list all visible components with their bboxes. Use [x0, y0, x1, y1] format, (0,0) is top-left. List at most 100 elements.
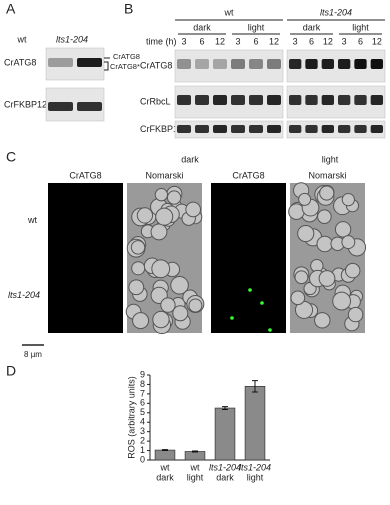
y-tick-label: 5	[140, 407, 145, 417]
label: 6	[253, 36, 258, 46]
label: 3	[293, 36, 298, 46]
band	[338, 125, 351, 133]
x-tick-label: wt	[190, 462, 200, 472]
band	[249, 95, 263, 105]
cell	[297, 224, 315, 243]
cell	[332, 291, 352, 311]
label: 6	[358, 36, 363, 46]
y-tick-label: 0	[140, 454, 145, 464]
error-bar	[252, 380, 258, 393]
label: 8 µm	[24, 350, 42, 359]
band	[338, 59, 351, 69]
band	[267, 125, 281, 133]
error-bar	[162, 449, 168, 452]
band	[48, 58, 73, 67]
micrograph	[48, 258, 123, 333]
label: CrFKBP12	[4, 99, 47, 109]
label: 6	[309, 36, 314, 46]
label: wt	[27, 215, 37, 225]
band	[370, 125, 383, 133]
cell	[294, 270, 309, 285]
band	[354, 125, 367, 133]
error-bar	[192, 450, 198, 453]
cell	[317, 209, 332, 224]
x-tick-label: light	[247, 472, 264, 482]
label: dark	[181, 154, 199, 164]
label: 6	[199, 36, 204, 46]
panel-label: B	[124, 1, 133, 17]
micrograph	[211, 258, 286, 333]
band	[289, 125, 302, 133]
band	[48, 102, 73, 111]
cell	[314, 312, 331, 329]
bracket	[104, 61, 109, 71]
label: light	[352, 22, 369, 32]
label: Nomarski	[308, 170, 346, 180]
bar	[244, 385, 266, 461]
y-tick-label: 6	[140, 398, 145, 408]
x-tick-label: light	[187, 472, 204, 482]
band	[289, 95, 302, 105]
y-tick-label: 9	[140, 369, 145, 379]
blot	[286, 120, 386, 139]
micrograph	[48, 183, 123, 258]
label: time (h)	[146, 36, 177, 46]
cell	[152, 310, 170, 329]
band	[231, 125, 245, 133]
label: CrATG8	[4, 57, 36, 67]
cell	[170, 275, 189, 295]
cell	[185, 201, 201, 218]
x-tick-label: lts1-204	[239, 462, 271, 472]
label: light	[248, 22, 265, 32]
x-tick-label: dark	[216, 472, 234, 482]
cell	[188, 298, 203, 313]
band	[177, 59, 191, 69]
cell	[172, 305, 189, 322]
label: Nomarski	[145, 170, 183, 180]
signal	[230, 316, 234, 320]
band	[231, 59, 245, 69]
x-tick-label: wt	[160, 462, 170, 472]
band	[195, 125, 209, 133]
label: 3	[235, 36, 240, 46]
cell	[344, 262, 361, 279]
label: 12	[215, 36, 225, 46]
cell	[318, 270, 336, 287]
band	[213, 59, 227, 69]
cell	[166, 190, 182, 205]
cell	[150, 223, 168, 241]
label: CrATG8	[113, 52, 140, 61]
band	[195, 59, 209, 69]
band	[305, 95, 318, 105]
signal	[268, 328, 272, 332]
cell	[128, 279, 145, 296]
panel-label: A	[6, 1, 16, 17]
label: CrRbcL	[140, 96, 171, 106]
band	[249, 59, 263, 69]
band	[267, 59, 281, 69]
cell	[316, 235, 334, 253]
label: lts1-204	[8, 290, 40, 300]
signal	[260, 301, 264, 305]
cell	[131, 261, 146, 276]
band	[77, 58, 102, 67]
cell	[160, 297, 176, 313]
band	[77, 102, 102, 111]
cell	[155, 207, 174, 226]
error-bar	[222, 406, 228, 410]
band	[305, 125, 318, 133]
y-tick-label: 4	[140, 417, 145, 427]
band	[289, 59, 302, 69]
x-tick-label: dark	[156, 472, 174, 482]
cell	[341, 235, 356, 250]
band	[354, 59, 367, 69]
cell	[132, 312, 150, 330]
cell	[136, 207, 154, 224]
label: lts1-204	[56, 34, 88, 44]
label: 12	[269, 36, 279, 46]
blot	[174, 120, 284, 139]
y-tick-label: 3	[140, 426, 145, 436]
label: lts1-204	[320, 7, 352, 17]
bar	[214, 407, 236, 461]
